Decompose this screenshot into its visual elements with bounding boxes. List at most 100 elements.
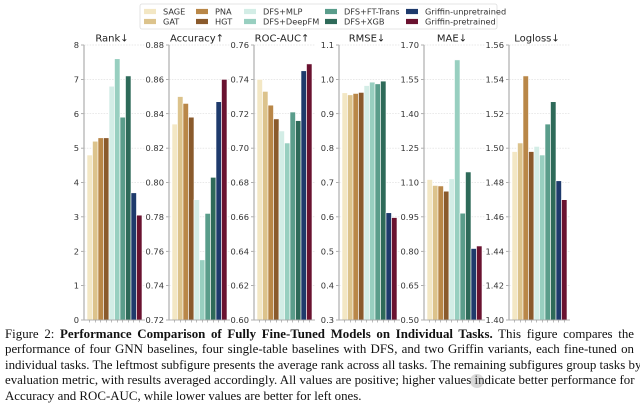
y-tick-label: 1.52 (486, 109, 504, 119)
legend-item-sage: SAGE (144, 7, 185, 17)
bar-pna (437, 185, 444, 321)
legend-item-dfs-mlp: DFS+MLP (244, 7, 303, 17)
bar-dfs-ft-trans (204, 213, 211, 321)
legend-item-dfs-deepfm: DFS+DeepFM (244, 17, 319, 27)
bar-hgt (103, 137, 110, 321)
y-tick-label: 0.50 (401, 315, 419, 325)
legend-label: DFS+XGB (344, 17, 385, 27)
legend-label: GAT (163, 17, 180, 27)
y-tick-label: 7 (74, 74, 79, 84)
bar-dfs-xgb (380, 80, 387, 321)
bar-sage (511, 151, 518, 321)
bar-sage (171, 123, 178, 321)
y-tick-label: 0.60 (231, 315, 249, 325)
bar-pna (522, 75, 529, 321)
y-tick-label: 1.42 (486, 281, 504, 291)
figure-caption: Figure 2: Performance Comparison of Full… (5, 327, 640, 404)
subplot-accuracy: 0.72 0.74 0.76 0.78 0.80 0.82 0.84 0.86 0.88 Accu… (146, 34, 230, 325)
y-tick-label: 1.40 (401, 109, 419, 119)
legend-item-dfs-ft-trans: DFS+FT-Trans (325, 7, 400, 17)
legend-label: Griffin-unpretrained (425, 7, 506, 17)
y-tick-label: 0.9 (321, 109, 334, 119)
bar-dfs-xgb (465, 171, 472, 321)
bar-pna (97, 137, 104, 321)
y-tick-label: 0.76 (146, 246, 164, 256)
subplot-title: Logloss↓ (514, 34, 560, 45)
y-tick-label: 0.68 (231, 178, 249, 188)
y-tick-label: 5 (74, 143, 79, 153)
legend-swatch (196, 8, 208, 15)
y-tick-label: 0.3 (321, 315, 334, 325)
bar-griffin-pretrained (136, 214, 143, 321)
y-tick-label: 0.76 (231, 40, 249, 50)
bar-dfs-xgb (210, 177, 217, 321)
bar-dfs-mlp (533, 146, 540, 321)
caption-line-4: evaluation metric, with results averaged… (5, 373, 635, 388)
bar-dfs-deepfm (199, 259, 206, 321)
y-tick-label: 0.72 (146, 315, 164, 325)
legend-swatch (406, 18, 418, 25)
y-tick-label: 0.7 (321, 178, 334, 188)
legend-label: SAGE (163, 7, 185, 17)
bar-dfs-mlp (193, 199, 200, 321)
legend-label: PNA (215, 7, 232, 17)
bar-dfs-deepfm (284, 142, 291, 321)
bar-griffin-pretrained (476, 245, 483, 321)
y-tick-label: 0.64 (231, 246, 249, 256)
bar-hgt (273, 118, 280, 321)
legend-swatch (325, 8, 337, 15)
y-tick-label: 0.72 (231, 109, 249, 119)
legend-swatch (406, 8, 418, 15)
y-tick-label: 1.48 (486, 178, 504, 188)
subplot-title: Rank↓ (95, 34, 128, 45)
bar-dfs-deepfm (454, 59, 461, 321)
y-tick-label: 1.70 (401, 40, 419, 50)
y-tick-label: 0.8 (321, 143, 334, 153)
bar-gat (92, 140, 99, 321)
subplot-title: ROC-AUC↑ (255, 34, 310, 45)
legend-label: DFS+FT-Trans (344, 7, 400, 17)
legend-item-gat: GAT (144, 17, 180, 27)
bar-gat (517, 142, 524, 321)
bar-sage (426, 179, 433, 321)
subplot-mae: 0.50 0.65 0.80 0.95 1.10 1.25 1.40 1.55 1.70 MAE↓ (401, 34, 485, 325)
y-tick-label: 0.78 (146, 212, 164, 222)
bar-griffin-unpretrained (215, 101, 222, 321)
legend-swatch (325, 18, 337, 25)
bar-dfs-mlp (108, 85, 115, 321)
y-tick-label: 0 (74, 315, 79, 325)
bar-dfs-mlp (278, 130, 285, 321)
bar-dfs-ft-trans (119, 116, 126, 321)
legend-item-pna: PNA (196, 7, 232, 17)
bar-pna (267, 104, 274, 321)
legend-label: Griffin-pretrained (425, 17, 496, 27)
y-tick-label: 2 (74, 246, 79, 256)
bar-dfs-ft-trans (459, 212, 466, 321)
bar-sage (256, 79, 263, 321)
caption-line-3: individual tasks. The leftmost subfigure… (5, 357, 640, 372)
y-tick-label: 0.65 (401, 281, 419, 291)
bar-dfs-ft-trans (544, 123, 551, 321)
caption-line-1-rest: This figure compares the (498, 327, 634, 341)
caption-label: Figure 2: (5, 327, 55, 341)
subplot-logloss: 1.40 1.42 1.44 1.46 1.48 1.50 1.52 1.54 1.56 Logl… (486, 34, 570, 325)
y-tick-label: 1.0 (321, 74, 334, 84)
y-tick-label: 0.74 (146, 281, 164, 291)
bar-griffin-unpretrained (300, 70, 307, 321)
y-tick-label: 0.82 (146, 143, 164, 153)
y-tick-label: 0.5 (321, 246, 334, 256)
bar-dfs-xgb (295, 120, 302, 321)
bar-hgt (528, 151, 535, 321)
legend-label: DFS+MLP (263, 7, 303, 17)
y-tick-label: 1.55 (401, 74, 419, 84)
y-tick-label: 0.6 (321, 212, 334, 222)
legend-item-griffin-pretrained: Griffin-pretrained (406, 17, 496, 27)
y-tick-label: 8 (74, 40, 79, 50)
caption-line-5: Accuracy and ROC-AUC, while lower values… (5, 388, 362, 403)
legend-label: DFS+DeepFM (263, 17, 319, 27)
y-tick-label: 3 (74, 212, 79, 222)
bar-griffin-unpretrained (130, 192, 137, 321)
y-tick-label: 0.80 (146, 178, 164, 188)
bar-griffin-pretrained (391, 217, 398, 321)
